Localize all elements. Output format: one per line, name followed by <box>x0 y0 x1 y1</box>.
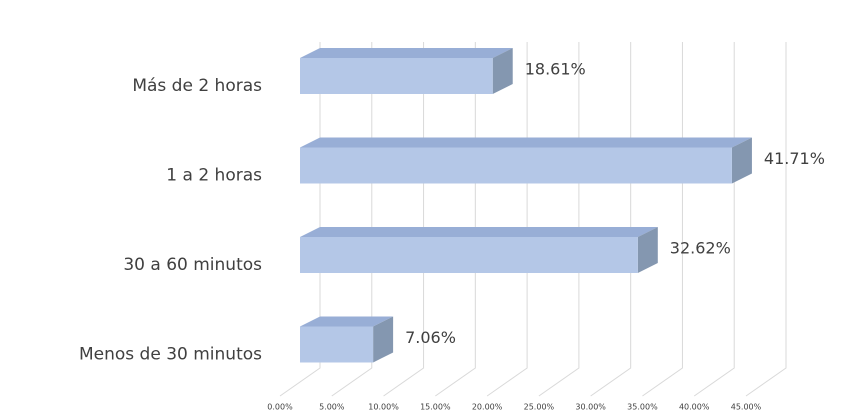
x-tick-label: 15.00% <box>420 403 451 412</box>
bar-face <box>492 48 513 94</box>
x-tick-label: 20.00% <box>472 403 503 412</box>
x-tick-label: 25.00% <box>524 403 555 412</box>
x-tick-label: 45.00% <box>731 403 762 412</box>
grid-line <box>745 42 787 397</box>
x-tick-label: 10.00% <box>368 403 399 412</box>
bar-face <box>373 316 394 363</box>
grid-line <box>538 42 580 397</box>
bar-face <box>300 58 493 94</box>
x-tick-label: 5.00% <box>319 403 345 412</box>
value-label: 32.62% <box>670 239 731 258</box>
bar-face <box>300 326 374 363</box>
grid-line <box>486 42 528 397</box>
value-label: 7.06% <box>405 328 456 347</box>
grid-line <box>642 42 683 397</box>
grid-line <box>590 42 632 397</box>
bar <box>300 316 394 363</box>
x-tick-label: 35.00% <box>627 403 658 412</box>
bar-face <box>300 147 732 184</box>
bar <box>300 48 513 94</box>
x-tick-label: 40.00% <box>679 403 710 412</box>
category-label: Más de 2 horas <box>132 76 262 96</box>
bar-face <box>300 316 394 327</box>
value-label: 41.71% <box>764 149 825 168</box>
value-label: 18.61% <box>525 60 586 79</box>
bar-face <box>637 227 658 273</box>
category-label: 1 a 2 horas <box>166 166 262 186</box>
x-tick-label: 30.00% <box>575 403 606 412</box>
grid-line <box>693 42 735 397</box>
bar <box>300 137 752 184</box>
bar <box>300 227 658 273</box>
bar-face <box>300 137 752 148</box>
bar-face <box>731 137 752 184</box>
bar-face <box>300 227 658 237</box>
bar-face <box>300 237 638 273</box>
category-label: 30 a 60 minutos <box>123 255 262 275</box>
bar-face <box>300 48 513 58</box>
category-label: Menos de 30 minutos <box>79 345 262 365</box>
x-tick-label: 0.00% <box>267 403 293 412</box>
